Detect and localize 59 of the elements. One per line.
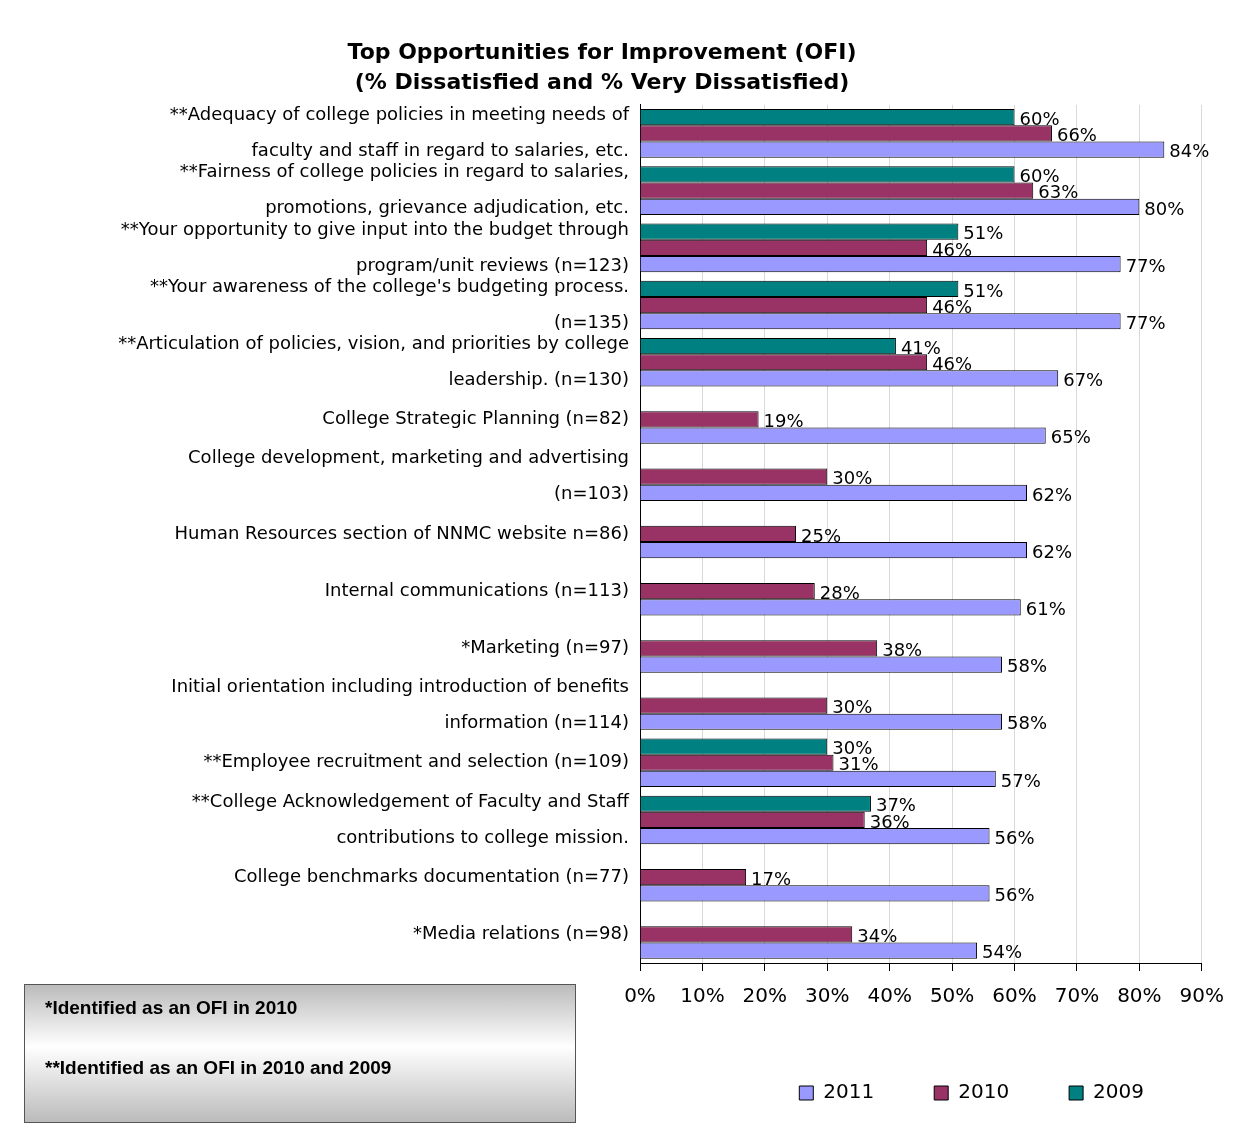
x-tick-label: 60% [992, 983, 1037, 1008]
data-label: 51% [963, 279, 1004, 301]
data-label: 31% [838, 753, 879, 775]
data-label: 62% [1032, 483, 1073, 505]
data-label: 84% [1169, 140, 1210, 162]
data-label: 65% [1050, 426, 1091, 448]
x-tick-label: 90% [1179, 983, 1224, 1008]
y-tick-label: **Adequacy of college policies in meeting needs of faculty and staff in regard to salaries, etc. [169, 103, 630, 161]
x-tick-label: 40% [867, 983, 912, 1008]
y-tick-label: **Employee recruitment and selection (n=109) [203, 750, 629, 772]
y-tick-label: **Fairness of college policies in regard to salaries, promotions, grievance adjudication, etc. [179, 160, 629, 218]
x-tick-label: 80% [1117, 983, 1162, 1008]
data-label: 58% [1007, 655, 1048, 677]
data-label: 56% [994, 884, 1035, 906]
y-tick-label: *Media relations (n=98) [413, 922, 629, 944]
data-label: 38% [882, 639, 923, 660]
y-tick-label: **Your awareness of the college's budgeting process. (n=135) [149, 274, 629, 332]
data-label: 30% [832, 696, 873, 718]
data-label: 25% [801, 524, 842, 546]
text: *Identified as an OFI in 2010 [45, 997, 299, 1019]
data-label: 80% [1144, 197, 1185, 219]
data-label: 54% [982, 941, 1023, 963]
chart-title: Top Opportunities for Improvement (OFI) [347, 38, 857, 64]
data-label: 56% [994, 826, 1035, 848]
legend-label: 2010 [958, 1079, 1010, 1104]
x-tick-label: 50% [929, 983, 975, 1008]
chart-subtitle: (% Dissatisfied and % Very Dissatisfied) [354, 69, 850, 95]
y-tick-label: **Articulation of policies, vision, and priorities by college leadership. (n=130) [118, 331, 629, 389]
y-tick-label: *Marketing (n=97) [461, 636, 629, 657]
data-label: 19% [763, 410, 804, 432]
data-label: 67% [1063, 369, 1104, 391]
data-label: 61% [1025, 598, 1066, 619]
data-label: 28% [819, 581, 860, 603]
data-label: 57% [1000, 769, 1041, 791]
data-label: 34% [857, 925, 898, 947]
data-label: 62% [1032, 540, 1073, 562]
y-tick-label: **College Acknowledgement of Faculty and Staff contributions to college mission. [191, 789, 630, 847]
y-tick-label: College benchmarks documentation (n=77) [233, 864, 629, 886]
legend-label: 2011 [823, 1079, 875, 1104]
y-tick-label: College development, marketing and advertising (n=103) [188, 446, 629, 504]
x-tick-label: 20% [742, 983, 788, 1008]
y-tick-label: Initial orientation including introduction of benefits information (n=114) [171, 675, 629, 733]
text: **Identified as an OFI in 2010 and 2009 [45, 1057, 393, 1079]
data-label: 77% [1125, 254, 1166, 276]
data-label: 58% [1007, 712, 1048, 734]
y-tick-label: Internal communications (n=113) [324, 578, 629, 600]
y-tick-label: Human Resources section of NNMC website n=86) [174, 521, 629, 543]
data-label: 77% [1125, 311, 1166, 333]
data-label: 17% [751, 867, 792, 889]
y-tick-label: **Your opportunity to give input into the budget through program/unit reviews (n=123) [120, 217, 629, 275]
data-label: 63% [1038, 181, 1079, 203]
x-tick-label: 70% [1054, 983, 1100, 1008]
y-tick-label: College Strategic Planning (n=82) [322, 407, 629, 429]
legend-label: 2009 [1093, 1079, 1145, 1104]
data-label: 41% [900, 336, 941, 358]
data-label: 30% [832, 467, 873, 489]
x-tick-label: 0% [624, 983, 656, 1008]
x-tick-label: 10% [680, 983, 725, 1008]
x-tick-label: 30% [805, 983, 850, 1008]
